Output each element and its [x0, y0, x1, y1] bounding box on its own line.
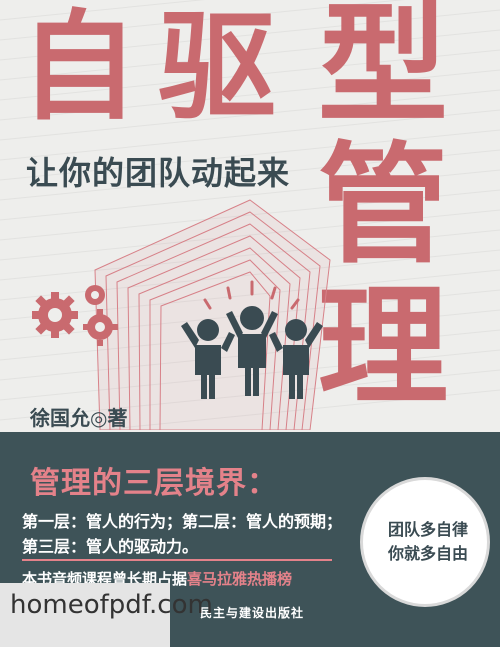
bottom-heading: 管理的三层境界： — [30, 466, 278, 501]
badge-line-1: 团队多自律 — [387, 520, 468, 539]
author: 徐国允◎著 — [30, 406, 128, 430]
publisher: 民主与建设出版社 — [200, 606, 305, 620]
team-cheering-icon — [181, 280, 323, 399]
watermark-box — [0, 583, 170, 647]
level-line-1: 第一层：管人的行为；第二层：管人的预期； — [22, 512, 343, 531]
level-line-2: 第三层：管人的驱动力。 — [22, 537, 199, 556]
pentagon-lines — [94, 199, 331, 430]
watermark-text: homeofpdf.com — [10, 590, 213, 620]
title-char-5: 理 — [318, 271, 449, 423]
subtitle: 让你的团队动起来 — [26, 154, 291, 192]
slogan-badge: 团队多自律 你就多自由 — [360, 477, 490, 607]
title-char-3: 型 — [318, 0, 449, 141]
title-char-1: 自 — [20, 0, 139, 136]
divider — [22, 559, 332, 561]
title-char-4: 管 — [318, 129, 449, 281]
team-graphic — [32, 199, 331, 430]
badge-line-2: 你就多自由 — [387, 544, 468, 563]
title-char-2: 驱 — [158, 0, 277, 136]
promo-highlight: 喜马拉雅热播榜 — [187, 570, 293, 588]
